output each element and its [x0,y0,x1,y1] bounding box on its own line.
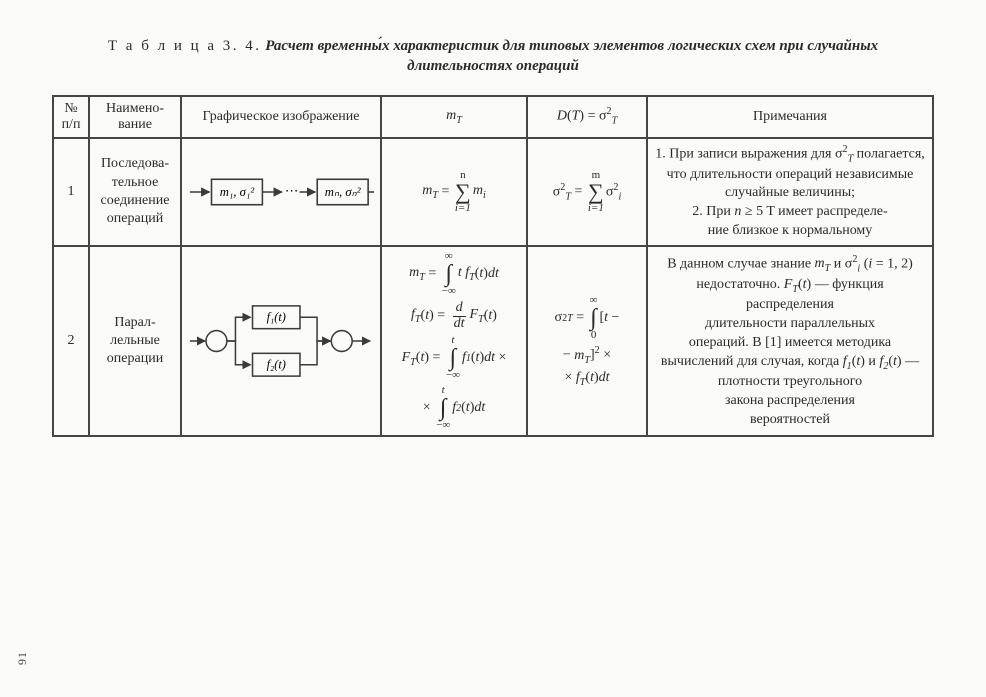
row1-mT: mT = n ∑ i=1 mi [381,138,527,247]
row2-name: Парал-лельныеоперации [89,246,181,436]
svg-text:f₁(t): f₁(t) [267,310,286,324]
svg-text:mₙ, σₙ²: mₙ, σₙ² [325,185,361,199]
caption-title-1: Расчет временны́х характеристик для типо… [265,38,878,54]
header-name: Наимено-вание [89,96,181,138]
row2-num: 2 [53,246,89,436]
row1-note: 1. При записи выражения для σ2T полагает… [647,138,933,247]
serial-diagram: m₁, σ₁² ⋯ mₙ, σₙ² [188,165,374,219]
parallel-diagram: f₁(t) f₂(t) [188,286,374,396]
row2-note: В данном случае знание mT и σ2i (i = 1, … [647,246,933,436]
caption-label: Т а б л и ц а 3. 4. [108,38,262,54]
header-notes: Примечания [647,96,933,138]
header-num: №п/п [53,96,89,138]
table-row: 1 Последова-тельноесоединениеопераций [53,138,933,247]
row1-num: 1 [53,138,89,247]
row2-mT: mT = ∞∫−∞ t fT(t)dt fT(t) = ddt FT(t) FT… [381,246,527,436]
svg-text:f₂(t): f₂(t) [267,358,286,372]
header-graphic: Графическое изображение [181,96,381,138]
row1-name: Последова-тельноесоединениеопераций [89,138,181,247]
main-table: №п/п Наимено-вание Графическое изображен… [52,95,934,438]
row2-diagram: f₁(t) f₂(t) [181,246,381,436]
row1-diagram: m₁, σ₁² ⋯ mₙ, σₙ² [181,138,381,247]
header-mT: mT [381,96,527,138]
header-DT: D(T) = σ2T [527,96,647,138]
svg-text:m₁, σ₁²: m₁, σ₁² [220,185,255,199]
svg-text:⋯: ⋯ [285,183,299,198]
row2-DT: σ2T = ∞∫0 [t − − mT]2 × × fT(t)dt [527,246,647,436]
page-number: 91 [15,651,30,665]
caption-title-2: длительностях операций [407,58,579,74]
row1-DT: σ2T = m ∑ i=1 σ2i [527,138,647,247]
table-row: 2 Парал-лельныеоперации [53,246,933,436]
table-caption: Т а б л и ц а 3. 4. Расчет временны́х ха… [83,36,903,77]
header-row: №п/п Наимено-вание Графическое изображен… [53,96,933,138]
page: Т а б л и ц а 3. 4. Расчет временны́х ха… [0,0,986,697]
